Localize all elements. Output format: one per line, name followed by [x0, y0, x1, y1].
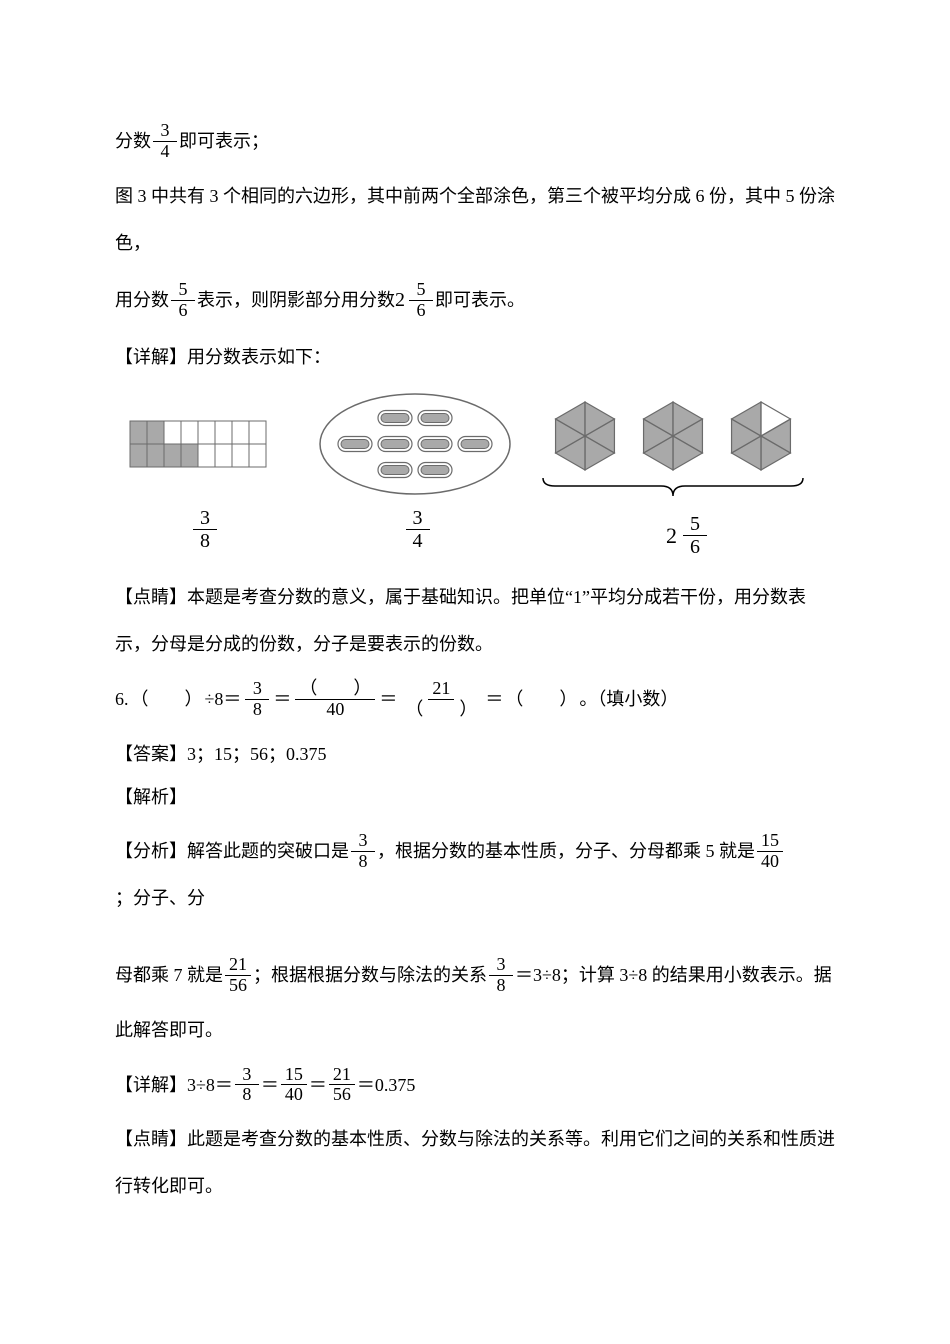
q6-blank1: （ ）: [131, 676, 203, 723]
fig3-mixed: 2 5 6: [666, 507, 709, 564]
ana-d: 母都乘 7 就是: [115, 952, 223, 999]
fraction-numerator: 3: [406, 507, 430, 530]
detail-heading: 【详解】用分数表示如下：: [115, 334, 835, 381]
fraction-numerator: 3: [489, 955, 513, 976]
ana-frac2: 15 40: [757, 831, 783, 872]
p2-a: 用分数: [115, 277, 169, 324]
q6-tail: 。（填小数）: [579, 676, 678, 723]
q6-frac3: 21 （ ）: [401, 679, 481, 720]
q6-div: ÷8＝: [205, 676, 242, 723]
fig1-fraction: 3 8: [193, 507, 217, 552]
fig2-fraction: 3 4: [406, 507, 430, 552]
fraction-numerator: 21: [428, 679, 454, 700]
p2-frac1: 5 6: [171, 280, 195, 321]
fraction-denominator: 8: [235, 1085, 259, 1105]
d2-eq3: ＝0.375: [357, 1062, 416, 1109]
fraction-numerator: 3: [153, 121, 177, 142]
fraction-denominator: 6: [409, 301, 433, 321]
detail2-line: 【详解】3÷8＝ 3 8 ＝ 15 40 ＝ 21 56 ＝0.375: [115, 1062, 835, 1109]
fraction-denominator: 4: [406, 530, 430, 552]
ana-frac3: 21 56: [225, 955, 251, 996]
fraction-numerator: 21: [225, 955, 251, 976]
fraction-denominator: 40: [322, 700, 348, 720]
mixed-whole: 2: [395, 274, 405, 326]
analysis-line3: 此解答即可。: [115, 1007, 835, 1054]
fig3-label: 2 5 6: [540, 507, 835, 564]
q6-eq1: ＝: [273, 676, 291, 723]
intro-line: 分数 3 4 即可表示；: [115, 118, 835, 165]
p2-mixed: 2 5 6: [395, 274, 435, 326]
analysis-line2: 母都乘 7 就是 21 56 ；根据根据分数与除法的关系 3 8 ＝3÷8；计算…: [115, 952, 835, 999]
fraction-numerator: （ ）: [295, 679, 375, 700]
ana-b: ，根据分数的基本性质，分子、分母都乘 5 就是: [377, 828, 755, 875]
paragraph-2: 用分数 5 6 表示，则阴影部分用分数 2 5 6 即可表示。: [115, 274, 835, 326]
fraction-denominator: 8: [489, 976, 513, 996]
fraction-denominator: 8: [245, 700, 269, 720]
fraction-denominator: 6: [171, 301, 195, 321]
fig1-label: 3 8: [115, 507, 295, 564]
point-1: 【点睛】本题是考查分数的意义，属于基础知识。把单位“1”平均分成若干份，用分数表…: [115, 574, 835, 668]
q6-eq3: ＝: [485, 676, 503, 723]
d2-a: 【详解】3÷8＝: [115, 1062, 233, 1109]
p2-b: 表示，则阴影部分用分数: [197, 277, 395, 324]
intro-suffix: 即可表示；: [179, 118, 269, 165]
q6-line: 6. （ ） ÷8＝ 3 8 ＝ （ ） 40 ＝ 21 （ ） ＝ （ ） 。…: [115, 676, 835, 723]
figure-labels: 3 8 3 4 2 5 6: [115, 507, 835, 564]
ana-f: ＝3÷8；计算 3÷8 的结果用小数表示。据: [515, 952, 832, 999]
page: 分数 3 4 即可表示； 图 3 中共有 3 个相同的六边形，其中前两个全部涂色…: [0, 0, 950, 1278]
d2-frac2: 15 40: [281, 1065, 307, 1106]
jiexi: 【解析】: [115, 774, 835, 821]
q6-blank2: （ ）: [505, 676, 577, 723]
fraction-numerator: 3: [245, 679, 269, 700]
figures-svg: [115, 391, 835, 501]
d2-frac3: 21 56: [329, 1065, 355, 1106]
ana-e: ；根据根据分数与除法的关系: [253, 952, 487, 999]
q6-index: 6.: [115, 676, 129, 723]
mixed-whole: 2: [666, 507, 677, 564]
d2-eq1: ＝: [261, 1062, 279, 1109]
intro-prefix: 分数: [115, 118, 151, 165]
fraction-denominator: 8: [351, 852, 375, 872]
q6-eq2: ＝: [379, 676, 397, 723]
p2-frac2: 5 6: [409, 280, 433, 321]
fig2-label: 3 4: [295, 507, 540, 564]
fraction-numerator: 15: [757, 831, 783, 852]
ana-a: 【分析】解答此题的突破口是: [115, 828, 349, 875]
fraction-numerator: 5: [683, 513, 707, 536]
fraction-numerator: 3: [235, 1065, 259, 1086]
q6-frac2: （ ） 40: [295, 679, 375, 720]
fraction-denominator: 40: [281, 1085, 307, 1105]
ana-c: ；分子、分: [115, 875, 205, 922]
fraction-numerator: 21: [329, 1065, 355, 1086]
paragraph-1: 图 3 中共有 3 个相同的六边形，其中前两个全部涂色，第三个被平均分成 6 份…: [115, 173, 835, 267]
fraction-denominator: 6: [683, 536, 707, 558]
answer: 【答案】3；15；56；0.375: [115, 731, 835, 778]
d2-eq2: ＝: [309, 1062, 327, 1109]
fraction-denominator: 8: [193, 530, 217, 552]
fraction-denominator: （ ）: [401, 700, 481, 720]
point-2: 【点睛】此题是考查分数的基本性质、分数与除法的关系等。利用它们之间的关系和性质进…: [115, 1116, 835, 1210]
analysis-line1: 【分析】解答此题的突破口是 3 8 ，根据分数的基本性质，分子、分母都乘 5 就…: [115, 828, 835, 922]
figures-row: 3 8 3 4 2 5 6: [115, 391, 835, 564]
d2-frac1: 3 8: [235, 1065, 259, 1106]
fraction-numerator: 3: [351, 831, 375, 852]
fraction-denominator: 4: [153, 142, 177, 162]
intro-fraction: 3 4: [153, 121, 177, 162]
q6-frac1: 3 8: [245, 679, 269, 720]
fig3-fraction: 5 6: [683, 513, 707, 558]
fraction-denominator: 40: [757, 852, 783, 872]
fraction-numerator: 5: [171, 280, 195, 301]
ana-frac1: 3 8: [351, 831, 375, 872]
fraction-denominator: 56: [329, 1085, 355, 1105]
fraction-numerator: 3: [193, 507, 217, 530]
ana-frac4: 3 8: [489, 955, 513, 996]
fraction-denominator: 56: [225, 976, 251, 996]
fraction-numerator: 15: [281, 1065, 307, 1086]
p2-c: 即可表示。: [435, 277, 525, 324]
fraction-numerator: 5: [409, 280, 433, 301]
